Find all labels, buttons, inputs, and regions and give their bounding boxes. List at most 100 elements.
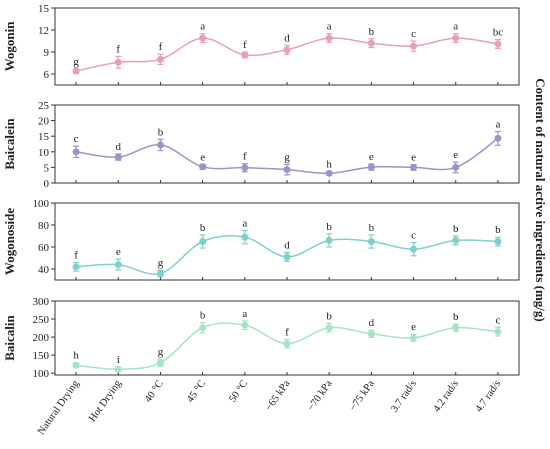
- data-point: [199, 238, 207, 245]
- data-point: [72, 263, 80, 271]
- data-point: [494, 134, 502, 142]
- significance-label: g: [284, 151, 290, 163]
- significance-label: e: [116, 246, 121, 258]
- data-point: [494, 40, 502, 48]
- data-point: [114, 58, 122, 66]
- y-tick-label: 6: [44, 69, 50, 81]
- significance-label: g: [73, 56, 79, 68]
- significance-label: b: [326, 310, 332, 322]
- data-point: [156, 269, 164, 277]
- significance-label: h: [326, 158, 332, 170]
- y-tick-label: 80: [38, 220, 50, 232]
- data-point: [283, 166, 291, 174]
- x-category-label: Hot Drying: [87, 378, 124, 424]
- data-point: [325, 324, 333, 332]
- data-point: [283, 253, 291, 261]
- data-point: [241, 51, 249, 59]
- significance-label: b: [369, 26, 375, 38]
- data-point: [452, 324, 460, 332]
- y-tick-label: 12: [38, 25, 49, 37]
- y-tick-label: 300: [33, 296, 50, 308]
- data-point: [367, 238, 375, 245]
- y-tick-label: 15: [38, 131, 50, 143]
- data-point: [494, 238, 502, 245]
- x-category-label: 4.7 rad/s: [474, 378, 504, 414]
- significance-label: c: [74, 133, 79, 145]
- x-category-label: 3.7 rad/s: [389, 378, 419, 414]
- y-tick-label: 0: [44, 178, 50, 190]
- data-point: [72, 67, 80, 75]
- significance-label: g: [158, 346, 164, 358]
- data-point: [241, 321, 249, 329]
- data-point: [114, 365, 122, 373]
- data-point: [72, 148, 80, 156]
- data-point: [410, 163, 418, 171]
- data-point: [410, 334, 418, 342]
- significance-label: a: [242, 308, 247, 320]
- significance-label: h: [73, 350, 79, 362]
- y-axis-label: Baicalin: [2, 314, 17, 360]
- data-point: [114, 153, 122, 161]
- x-category-label: 40 °C: [143, 378, 166, 404]
- data-point: [241, 233, 249, 241]
- x-category-label: 50 °C: [227, 378, 250, 404]
- data-point: [156, 55, 164, 63]
- data-point: [410, 245, 418, 253]
- data-point: [156, 141, 164, 149]
- significance-label: a: [495, 119, 500, 131]
- y-tick-label: 150: [33, 350, 50, 362]
- significance-label: f: [74, 249, 78, 261]
- y-tick-label: 100: [33, 368, 50, 380]
- x-category-label: 4.2 rad/s: [431, 378, 461, 414]
- significance-label: b: [200, 310, 206, 322]
- y-tick-label: 15: [38, 3, 50, 15]
- y-tick-label: 20: [38, 116, 50, 128]
- significance-label: b: [200, 222, 206, 234]
- significance-label: f: [243, 151, 247, 163]
- significance-label: bc: [493, 27, 504, 39]
- data-point: [325, 169, 333, 177]
- significance-label: b: [453, 311, 459, 323]
- data-point: [325, 34, 333, 42]
- significance-label: f: [243, 39, 247, 51]
- x-category-label: −65 kPa: [263, 378, 292, 413]
- data-point: [410, 42, 418, 50]
- data-point: [452, 163, 460, 171]
- y-tick-label: 10: [38, 147, 50, 159]
- significance-label: e: [453, 149, 458, 161]
- data-point: [199, 324, 207, 332]
- data-point: [367, 163, 375, 171]
- x-category-label: Natural Drying: [36, 378, 82, 437]
- significance-label: e: [200, 151, 205, 163]
- data-point: [283, 340, 291, 348]
- significance-label: d: [284, 240, 290, 252]
- y-axis-label: Baicalein: [2, 118, 17, 170]
- significance-label: d: [284, 32, 290, 44]
- data-point: [452, 34, 460, 42]
- significance-label: b: [369, 222, 375, 234]
- significance-label: a: [327, 21, 332, 33]
- significance-label: b: [326, 221, 332, 233]
- right-axis-label: Content of natural active ingredients (m…: [533, 78, 548, 321]
- data-point: [199, 163, 207, 171]
- y-axis-label: Wogonin: [2, 21, 17, 72]
- significance-label: c: [411, 28, 416, 40]
- significance-label: e: [411, 321, 416, 333]
- significance-label: a: [242, 218, 247, 230]
- y-tick-label: 100: [33, 198, 50, 210]
- significance-label: d: [369, 317, 375, 329]
- y-tick-label: 60: [38, 242, 50, 254]
- data-point: [199, 34, 207, 42]
- y-tick-label: 9: [44, 47, 50, 59]
- data-point: [325, 236, 333, 244]
- significance-label: e: [411, 152, 416, 164]
- significance-label: b: [158, 126, 164, 138]
- significance-label: f: [159, 41, 163, 53]
- significance-label: c: [495, 314, 500, 326]
- y-tick-label: 25: [38, 100, 50, 112]
- data-point: [452, 236, 460, 244]
- significance-label: a: [200, 21, 205, 33]
- significance-label: c: [411, 230, 416, 242]
- y-tick-label: 250: [33, 314, 50, 326]
